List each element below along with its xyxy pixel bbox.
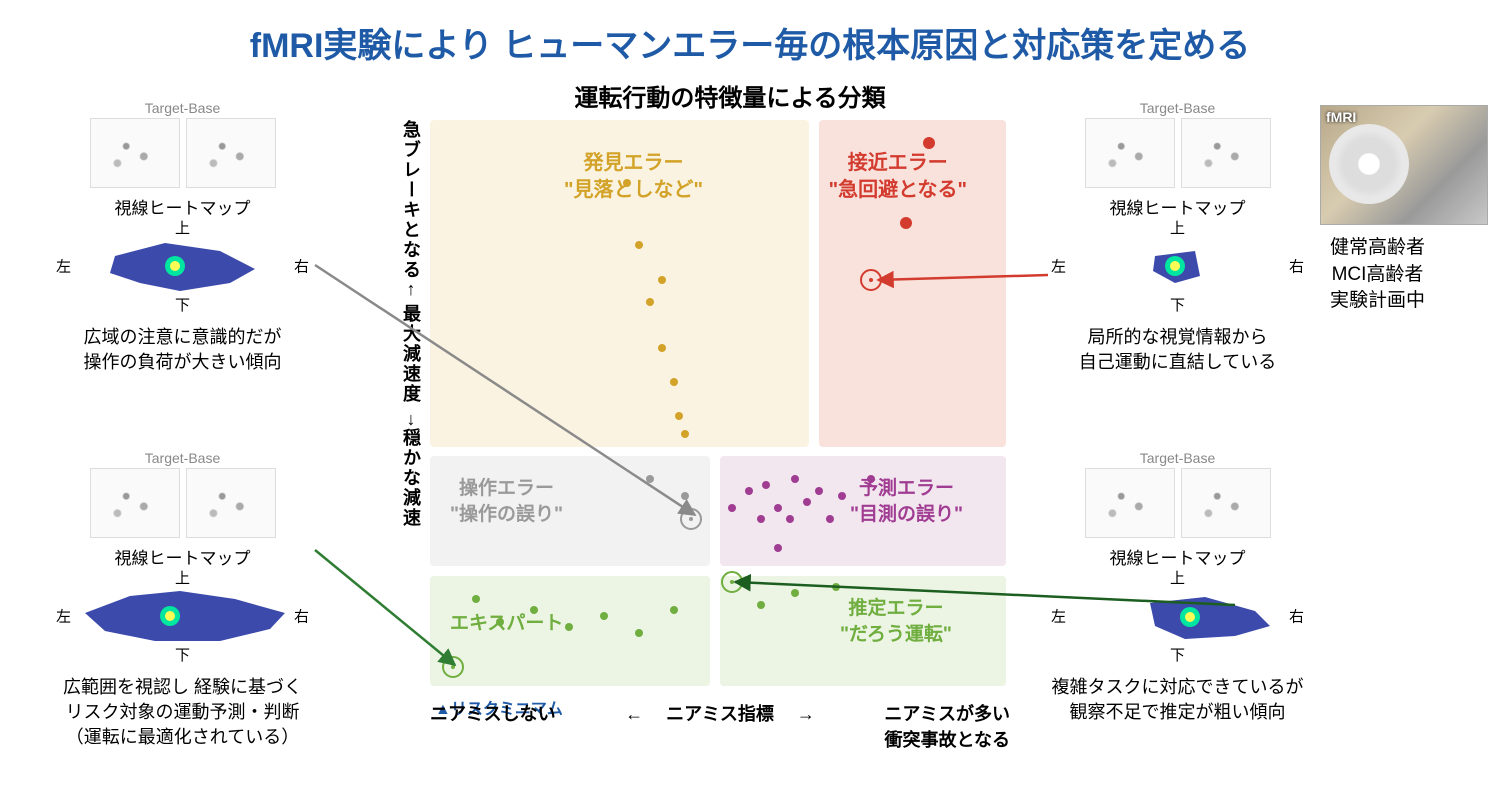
gaze-heatmap: 上 下 左 右	[1055, 571, 1300, 661]
heatmap-label: 視線ヒートマップ	[1045, 544, 1310, 569]
brain-scan-icon	[1045, 118, 1310, 190]
x-axis-left: ニアミスしない	[430, 704, 556, 724]
x-axis: ニアミスしない ← ニアミス指標 → ニアミスが多い 衝突事故となる	[430, 700, 1010, 760]
gaze-heatmap: 上 下 左 右	[60, 221, 305, 311]
point-prediction	[774, 504, 782, 512]
arrow-left-icon: ←	[625, 704, 661, 724]
page-title: fMRI実験により ヒューマンエラー毎の根本原因と対応策を定める	[0, 18, 1500, 67]
target-base-label: Target-Base	[1045, 100, 1310, 116]
point-prediction	[786, 515, 794, 523]
point-operation	[680, 508, 702, 530]
point-prediction	[757, 515, 765, 523]
zone-label-expert: エキスパート	[450, 611, 563, 637]
scatter-chart: 発見エラー"見落としなど" 接近エラー"急回避となる" 操作エラー"操作の誤り" 予測…	[430, 120, 1010, 690]
arrow-right-icon: →	[779, 704, 815, 724]
point-expert	[442, 656, 464, 678]
arrow-up-icon: ↑	[407, 280, 416, 298]
zone-label-prediction: 予測エラー"目測の誤り"	[850, 476, 963, 527]
gaze-heatmap: 上 下 左 右	[1055, 221, 1300, 311]
point-discovery	[658, 276, 666, 284]
point-prediction	[791, 475, 799, 483]
point-expert	[565, 623, 573, 631]
card-description: 広域の注意に意識的だが操作の負荷が大きい傾向	[50, 325, 315, 375]
point-expert	[530, 606, 538, 614]
point-discovery	[646, 298, 654, 306]
zone-label-approach: 接近エラー"急回避となる"	[829, 150, 967, 204]
target-base-label: Target-Base	[1045, 450, 1310, 466]
point-estimation	[791, 589, 799, 597]
card-description: 局所的な視覚情報から自己運動に直結している	[1045, 325, 1310, 375]
heatmap-card-bottom-left: Target-Base 視線ヒートマップ 上 下 左 右 広範囲を視認し 経験に…	[50, 450, 315, 751]
point-discovery	[658, 344, 666, 352]
point-estimation	[721, 571, 743, 593]
point-discovery	[635, 241, 643, 249]
point-operation	[646, 475, 654, 483]
point-expert	[670, 606, 678, 614]
zone-label-estimation: 推定エラー"だろう運転"	[840, 596, 952, 647]
point-approach	[923, 137, 935, 149]
y-axis-bottom: 穏かな減速	[398, 428, 424, 528]
point-prediction	[838, 492, 846, 500]
point-estimation	[757, 601, 765, 609]
y-axis-top: 急ブレーキとなる	[398, 120, 424, 280]
target-base-label: Target-Base	[50, 450, 315, 466]
arrow-down-icon: ↓	[407, 410, 416, 428]
heatmap-card-top-right: Target-Base 視線ヒートマップ 上 下 左 右 局所的な視覚情報から自…	[1045, 100, 1310, 375]
point-prediction	[803, 498, 811, 506]
point-estimation	[832, 583, 840, 591]
point-discovery	[623, 179, 631, 187]
heatmap-label: 視線ヒートマップ	[1045, 194, 1310, 219]
chart-subtitle: 運転行動の特徴量による分類	[430, 78, 1030, 113]
point-approach	[860, 269, 882, 291]
heatmap-card-top-left: Target-Base 視線ヒートマップ 上 下 左 右 広域の注意に意識的だが…	[50, 100, 315, 375]
x-axis-label: ニアミス指標	[666, 704, 774, 724]
gaze-heatmap: 上 下 左 右	[60, 571, 305, 661]
point-operation	[681, 492, 689, 500]
y-axis-label: 最大減速度	[398, 304, 424, 404]
point-expert	[496, 618, 504, 626]
point-prediction	[762, 481, 770, 489]
y-axis: 急ブレーキとなる ↑ 最大減速度 ↓ 穏かな減速	[398, 120, 424, 690]
point-discovery	[670, 378, 678, 386]
point-discovery	[675, 412, 683, 420]
card-description: 広範囲を視認し 経験に基づくリスク対象の運動予測・判断（運転に最適化されている）	[50, 675, 315, 751]
point-expert	[635, 629, 643, 637]
heatmap-label: 視線ヒートマップ	[50, 544, 315, 569]
fmri-tag: fMRI	[1326, 109, 1356, 125]
point-approach	[900, 217, 912, 229]
point-prediction	[745, 487, 753, 495]
brain-scan-icon	[50, 468, 315, 540]
x-axis-right-2: 衝突事故となる	[884, 726, 1010, 752]
fmri-caption: 健常高齢者MCI高齢者実験計画中	[1330, 235, 1425, 315]
heatmap-card-bottom-right: Target-Base 視線ヒートマップ 上 下 左 右 複雑タスクに対応できて…	[1045, 450, 1310, 725]
zone-label-operation: 操作エラー"操作の誤り"	[450, 476, 563, 527]
point-discovery	[681, 430, 689, 438]
point-prediction	[867, 475, 875, 483]
point-expert	[600, 612, 608, 620]
fmri-scanner-photo: fMRI	[1320, 105, 1488, 225]
card-description: 複雑タスクに対応できているが観察不足で推定が粗い傾向	[1045, 675, 1310, 725]
point-prediction	[774, 544, 782, 552]
point-prediction	[826, 515, 834, 523]
heatmap-label: 視線ヒートマップ	[50, 194, 315, 219]
point-prediction	[728, 504, 736, 512]
target-base-label: Target-Base	[50, 100, 315, 116]
x-axis-right-1: ニアミスが多い	[884, 700, 1010, 726]
brain-scan-icon	[1045, 468, 1310, 540]
brain-scan-icon	[50, 118, 315, 190]
zone-label-discovery: 発見エラー"見落としなど"	[564, 150, 703, 204]
point-prediction	[815, 487, 823, 495]
point-expert	[472, 595, 480, 603]
